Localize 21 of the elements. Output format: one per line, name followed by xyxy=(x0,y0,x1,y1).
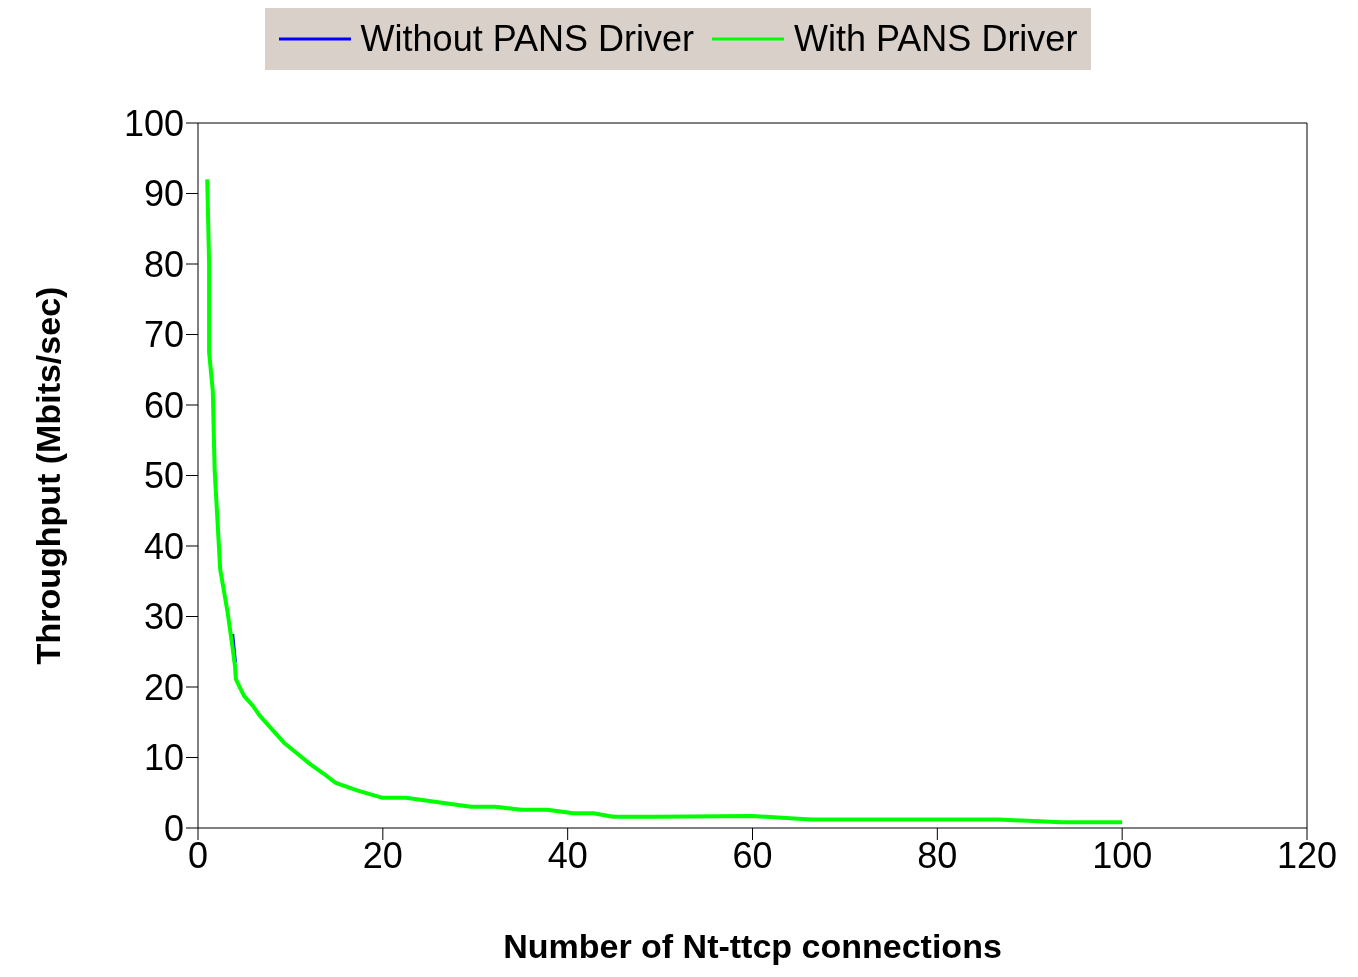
x-axis-title: Number of Nt-ttcp connections xyxy=(503,927,1002,965)
y-axis-title: Throughput (Mbits/sec) xyxy=(29,286,68,665)
y-tick-label: 100 xyxy=(123,102,184,144)
y-tick-label: 10 xyxy=(143,737,184,779)
y-tick-label: 80 xyxy=(143,243,184,285)
x-tick-label: 100 xyxy=(1092,834,1153,876)
y-tick-label: 30 xyxy=(143,596,184,638)
legend-label: With PANS Driver xyxy=(794,18,1078,60)
x-tick-label: 60 xyxy=(732,834,773,876)
y-tick-label: 90 xyxy=(143,173,184,215)
x-tick-label: 80 xyxy=(917,834,958,876)
y-tick-label: 0 xyxy=(163,807,184,849)
legend-label: Without PANS Driver xyxy=(360,18,695,60)
y-tick-label: 20 xyxy=(143,666,184,708)
y-tick-label: 60 xyxy=(143,384,184,426)
x-tick-label: 120 xyxy=(1276,834,1338,876)
y-tick-label: 50 xyxy=(143,455,184,497)
x-tick-label: 40 xyxy=(547,834,588,876)
y-tick-label: 70 xyxy=(143,314,184,356)
x-tick-label: 20 xyxy=(362,834,403,876)
y-tick-label: 40 xyxy=(143,525,184,567)
